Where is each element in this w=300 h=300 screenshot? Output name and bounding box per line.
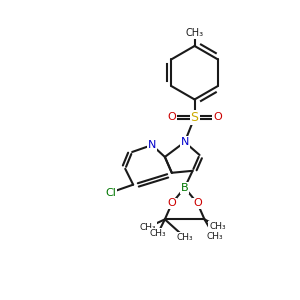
Text: O: O xyxy=(193,199,202,208)
Text: N: N xyxy=(148,140,156,150)
Text: B: B xyxy=(181,183,188,193)
Text: CH₃: CH₃ xyxy=(209,222,226,231)
Text: CH₃: CH₃ xyxy=(140,223,156,232)
Text: CH₃: CH₃ xyxy=(185,28,204,38)
Text: S: S xyxy=(190,111,199,124)
Text: Cl: Cl xyxy=(105,188,116,198)
Text: O: O xyxy=(213,112,222,122)
Text: CH₃: CH₃ xyxy=(176,233,193,242)
Text: O: O xyxy=(167,112,176,122)
Text: O: O xyxy=(167,199,176,208)
Text: CH₃: CH₃ xyxy=(206,232,223,241)
Text: CH₃: CH₃ xyxy=(150,229,166,238)
Text: N: N xyxy=(181,137,189,147)
